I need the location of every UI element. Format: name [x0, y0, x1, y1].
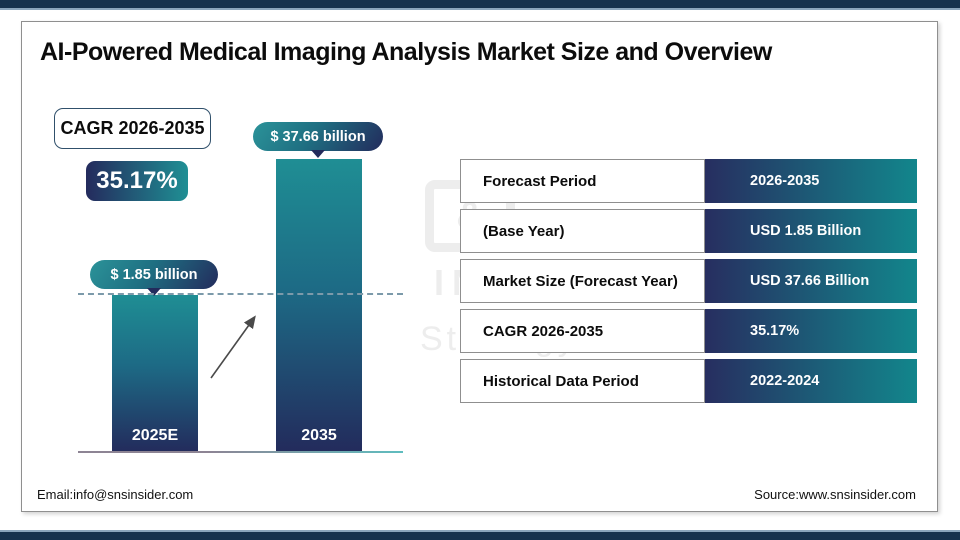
- table-row: CAGR 2026-2035 35.17%: [460, 309, 917, 353]
- value-bubble-2035: $ 37.66 billion: [253, 122, 383, 151]
- row-value: 2022-2024: [705, 359, 917, 403]
- bar-2035-label: 2035: [301, 427, 337, 444]
- row-value: 2026-2035: [705, 159, 917, 203]
- value-bubble-2035-text: $ 37.66 billion: [270, 128, 366, 145]
- top-accent-bar: [0, 0, 960, 10]
- row-label: Historical Data Period: [460, 359, 705, 403]
- growth-arrow-icon: [210, 315, 256, 379]
- page-title: AI-Powered Medical Imaging Analysis Mark…: [40, 38, 772, 66]
- footer-email: Email:info@snsinsider.com: [37, 487, 194, 502]
- footer-source: Source:www.snsinsider.com: [754, 487, 916, 502]
- bar-2035: 2035: [276, 159, 362, 452]
- cagr-value-badge: 35.17%: [86, 161, 188, 201]
- cagr-label-box: CAGR 2026-2035: [54, 108, 211, 149]
- value-bubble-2025-text: $ 1.85 billion: [110, 266, 198, 283]
- bar-2025-label: 2025E: [131, 427, 179, 444]
- row-label: Market Size (Forecast Year): [460, 259, 705, 303]
- row-value: USD 1.85 Billion: [705, 209, 917, 253]
- table-row: Historical Data Period 2022-2024: [460, 359, 917, 403]
- table-row: (Base Year) USD 1.85 Billion: [460, 209, 917, 253]
- row-label: CAGR 2026-2035: [460, 309, 705, 353]
- value-bubble-2025: $ 1.85 billion: [90, 260, 218, 289]
- bar-2025: 2025E: [112, 295, 198, 452]
- x-axis-line: [78, 451, 403, 453]
- row-label: (Base Year): [460, 209, 705, 253]
- bottom-accent-bar: [0, 530, 960, 540]
- row-value: 35.17%: [705, 309, 917, 353]
- stats-table: Forecast Period 2026-2035 (Base Year) US…: [460, 159, 917, 409]
- table-row: Market Size (Forecast Year) USD 37.66 Bi…: [460, 259, 917, 303]
- row-label: Forecast Period: [460, 159, 705, 203]
- dashed-threshold-line: [78, 293, 403, 295]
- row-value: USD 37.66 Billion: [705, 259, 917, 303]
- table-row: Forecast Period 2026-2035: [460, 159, 917, 203]
